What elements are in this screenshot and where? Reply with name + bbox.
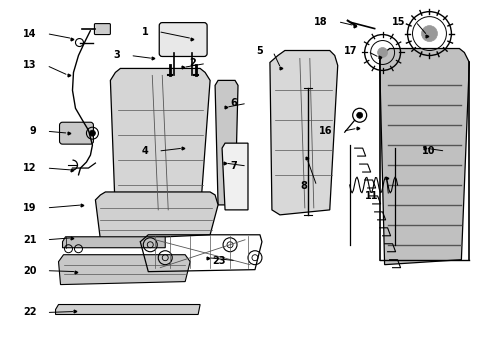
FancyBboxPatch shape — [59, 122, 94, 144]
Text: 23: 23 — [213, 256, 226, 266]
Text: 18: 18 — [314, 17, 328, 27]
FancyBboxPatch shape — [159, 23, 207, 57]
Text: 9: 9 — [30, 126, 37, 136]
Text: 2: 2 — [190, 58, 196, 68]
Text: 16: 16 — [319, 126, 333, 136]
Polygon shape — [110, 68, 210, 215]
Circle shape — [378, 48, 388, 58]
Text: 17: 17 — [344, 46, 358, 57]
Circle shape — [421, 26, 438, 41]
Text: 20: 20 — [23, 266, 37, 276]
Text: 12: 12 — [23, 163, 37, 173]
Circle shape — [90, 130, 96, 136]
Polygon shape — [55, 305, 200, 315]
Polygon shape — [215, 80, 238, 205]
Text: 8: 8 — [300, 181, 307, 191]
Text: 15: 15 — [392, 17, 406, 27]
Polygon shape — [96, 192, 218, 240]
Polygon shape — [380, 49, 469, 265]
Text: 3: 3 — [114, 50, 121, 60]
Text: 21: 21 — [23, 235, 37, 245]
Text: 5: 5 — [256, 46, 263, 57]
Text: 11: 11 — [365, 191, 379, 201]
Text: 14: 14 — [23, 28, 37, 39]
Text: 10: 10 — [422, 146, 436, 156]
Text: 6: 6 — [230, 98, 237, 108]
Polygon shape — [270, 50, 338, 215]
Polygon shape — [63, 237, 165, 248]
Text: 7: 7 — [230, 161, 237, 171]
Circle shape — [357, 112, 363, 118]
Polygon shape — [222, 143, 248, 210]
Text: 13: 13 — [23, 60, 37, 71]
Text: 4: 4 — [142, 146, 148, 156]
FancyBboxPatch shape — [95, 24, 110, 35]
Text: 1: 1 — [142, 27, 148, 37]
Text: 19: 19 — [23, 203, 37, 213]
Polygon shape — [58, 255, 190, 285]
Text: 22: 22 — [23, 307, 37, 318]
